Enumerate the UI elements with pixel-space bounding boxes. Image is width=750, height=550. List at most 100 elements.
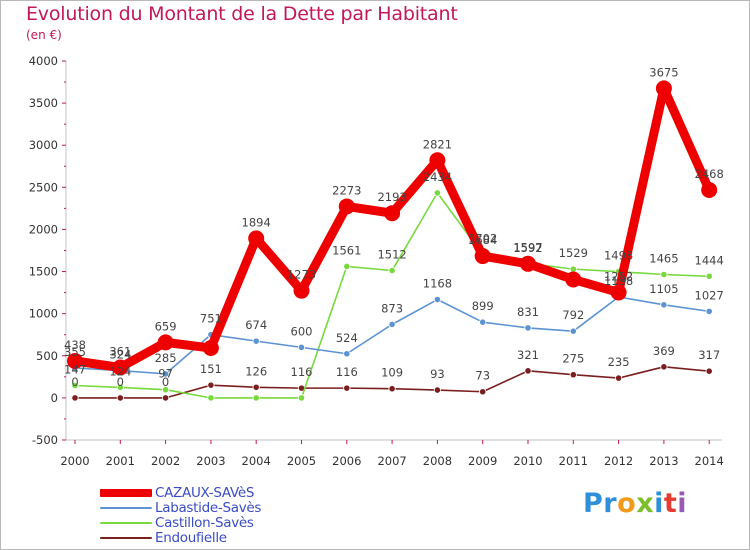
x-tick-label: 2011	[559, 454, 588, 468]
data-label: 751	[200, 312, 222, 326]
data-point	[202, 340, 219, 357]
data-point	[338, 198, 355, 215]
legend-item: Castillon-Savès	[100, 514, 400, 531]
data-label: 1561	[332, 243, 361, 257]
data-label: 324	[109, 348, 131, 362]
data-label: 1465	[649, 252, 678, 266]
legend-label: CAZAUX-SAVèS	[155, 484, 255, 501]
data-label: 2434	[423, 170, 452, 184]
data-point	[660, 270, 668, 279]
x-tick-label: 2009	[468, 454, 497, 468]
data-label: 1444	[695, 253, 724, 267]
data-point	[343, 262, 351, 271]
data-point	[655, 80, 672, 97]
data-label: 1894	[242, 215, 271, 229]
data-label: 873	[381, 301, 403, 315]
x-tick-label: 2012	[604, 454, 633, 468]
data-point	[112, 359, 129, 376]
data-point	[433, 386, 441, 394]
data-label: 1684	[468, 233, 497, 247]
x-tick-label: 2013	[649, 454, 678, 468]
data-point	[384, 205, 401, 222]
data-point	[388, 266, 396, 275]
data-point	[162, 370, 170, 378]
x-tick-label: 2008	[423, 454, 452, 468]
data-point	[297, 394, 306, 402]
data-label: 600	[291, 324, 313, 338]
y-tick-label: 2500	[29, 180, 58, 194]
legend-label: Castillon-Savès	[155, 514, 254, 531]
data-point	[297, 343, 306, 351]
logo-letter: o	[617, 488, 637, 519]
data-point	[293, 282, 310, 299]
data-label: 93	[430, 367, 445, 381]
logo-letter: r	[603, 488, 618, 519]
data-label: 1498	[604, 249, 633, 263]
data-label: 1592	[513, 241, 542, 255]
data-label: 0	[117, 375, 124, 389]
data-label: 2468	[695, 167, 724, 181]
data-point	[705, 367, 713, 375]
logo-letter: i	[677, 488, 688, 519]
data-label: 126	[245, 364, 267, 378]
data-label: 1027	[695, 288, 724, 302]
data-label: 361	[109, 344, 131, 358]
data-label: 1597	[513, 240, 542, 254]
x-tick-label: 2014	[695, 454, 724, 468]
data-label: 3675	[649, 65, 678, 79]
data-point	[388, 320, 396, 328]
data-point	[67, 352, 83, 369]
data-point	[343, 384, 351, 392]
data-label: 1273	[287, 268, 316, 282]
data-point	[569, 371, 577, 379]
data-point	[71, 394, 79, 402]
y-tick-label: 500	[36, 349, 58, 363]
data-label: 116	[336, 365, 358, 379]
data-label: 285	[155, 351, 177, 365]
data-label: 317	[698, 348, 720, 362]
legend-label: Endoufielle	[155, 529, 227, 546]
legend-swatch	[100, 536, 152, 539]
x-tick-label: 2004	[242, 454, 271, 468]
data-label: 369	[653, 344, 675, 358]
data-label: 97	[158, 367, 173, 381]
data-point	[479, 318, 487, 326]
data-point	[569, 327, 577, 335]
data-point	[71, 381, 79, 390]
x-tick-label: 2003	[196, 454, 225, 468]
y-tick-label: 3500	[29, 96, 58, 110]
legend-item: CAZAUX-SAVèS	[100, 484, 400, 501]
data-point	[479, 388, 487, 396]
data-label: 1529	[559, 246, 588, 260]
data-point	[116, 394, 124, 402]
data-label: 235	[608, 355, 630, 369]
data-label: 124	[109, 364, 131, 378]
data-label: 1252	[604, 269, 633, 283]
legend-swatch	[100, 488, 152, 497]
data-label: 109	[381, 366, 403, 380]
logo-letter: i	[654, 488, 664, 519]
data-label: 116	[291, 365, 313, 379]
data-label: 73	[475, 369, 490, 383]
data-label: 438	[64, 338, 86, 352]
data-point	[116, 383, 124, 392]
legend-item: Labastide-Savès	[100, 500, 400, 516]
chart-title: Evolution du Montant de la Dette par Hab…	[26, 3, 458, 25]
data-label: 147	[64, 363, 86, 377]
x-tick-label: 2002	[151, 454, 180, 468]
data-label: 1198	[604, 274, 633, 288]
data-point	[474, 248, 491, 265]
x-tick-label: 2005	[287, 454, 316, 468]
data-label: 2273	[332, 183, 361, 197]
data-point	[429, 152, 446, 169]
data-point	[569, 265, 577, 273]
proxiti-logo: Proxiti	[583, 488, 687, 519]
logo-letter: x	[636, 488, 655, 519]
x-tick-label: 2000	[60, 454, 89, 468]
legend-item: Endoufielle	[100, 529, 400, 546]
x-tick-label: 2001	[106, 454, 135, 468]
data-point	[520, 255, 536, 272]
data-point	[660, 363, 668, 371]
data-label: 151	[200, 362, 222, 376]
data-point	[524, 367, 532, 375]
